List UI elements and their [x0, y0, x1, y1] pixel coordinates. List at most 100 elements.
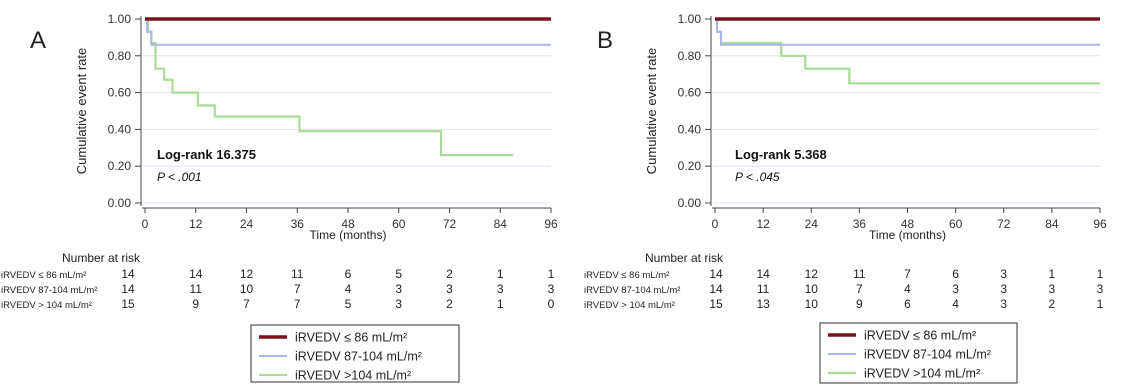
y-tick-label: 0.80 [108, 49, 132, 63]
x-tick-label: 24 [240, 217, 254, 231]
risk-count: 3 [1000, 267, 1007, 281]
x-tick-label: 24 [805, 217, 819, 231]
risk-count: 9 [856, 297, 863, 311]
risk-count: 3 [548, 282, 555, 296]
risk-count: 10 [805, 297, 819, 311]
series-line [145, 18, 551, 46]
risk-count: 12 [805, 267, 819, 281]
risk-count: 3 [395, 297, 402, 311]
p-value-annotation: P < .045 [735, 170, 780, 184]
risk-count: 1 [1097, 297, 1104, 311]
risk-count: 6 [904, 297, 911, 311]
y-tick-label: 1.00 [678, 12, 702, 26]
legend-label: iRVEDV ≤ 86 mL/m² [295, 331, 407, 345]
y-tick-label: 0.00 [108, 196, 132, 210]
y-tick-label: 0.60 [108, 86, 132, 100]
legend-label: iRVEDV >104 mL/m² [295, 369, 411, 383]
y-tick-label: 0.40 [108, 122, 132, 136]
risk-count: 12 [240, 267, 254, 281]
risk-count: 13 [756, 297, 770, 311]
risk-count: 1 [1097, 267, 1104, 281]
y-tick-label: 0.40 [678, 122, 702, 136]
y-tick-label: 0.20 [108, 159, 132, 173]
risk-count: 4 [345, 282, 352, 296]
series-line [715, 17, 1100, 85]
risk-row-label: iRVEDV 87-104 mL/m² [584, 285, 680, 296]
risk-count: 7 [904, 267, 911, 281]
legend-label: iRVEDV >104 mL/m² [864, 367, 980, 381]
risk-count: 14 [756, 267, 770, 281]
x-tick-label: 36 [291, 217, 305, 231]
risk-count: 10 [805, 282, 819, 296]
panel-b: B0.000.200.400.600.801.000 12 24 36 48 60 72 84… [584, 12, 1107, 384]
risk-count: 2 [1049, 297, 1056, 311]
risk-count: 6 [952, 267, 959, 281]
x-tick-label: 60 [392, 217, 406, 231]
risk-count: 14 [709, 267, 723, 281]
risk-count: 10 [240, 282, 254, 296]
risk-count: 3 [446, 282, 453, 296]
risk-table-title: Number at risk [62, 251, 141, 265]
x-tick-label: 0 [712, 217, 719, 231]
x-tick-label: 48 [901, 217, 915, 231]
x-tick-label: 84 [1045, 217, 1059, 231]
risk-count: 15 [121, 297, 135, 311]
risk-count: 4 [904, 282, 911, 296]
risk-row-label: iRVEDV > 104 mL/m² [584, 300, 675, 311]
risk-count: 11 [291, 267, 304, 281]
risk-count: 1 [497, 297, 504, 311]
risk-row-label: iRVEDV 87-104 mL/m² [1, 285, 97, 296]
risk-table-title: Number at risk [645, 251, 724, 265]
risk-count: 3 [395, 282, 402, 296]
risk-count: 11 [190, 282, 203, 296]
risk-count: 15 [709, 297, 723, 311]
x-tick-label: 72 [443, 217, 457, 231]
risk-count: 1 [548, 267, 555, 281]
risk-count: 3 [1097, 282, 1104, 296]
risk-count: 9 [192, 297, 199, 311]
panel-label: A [30, 27, 46, 54]
x-tick-label: 48 [341, 217, 355, 231]
risk-count: 14 [709, 282, 723, 296]
series-line [715, 18, 1100, 46]
risk-count: 3 [1000, 297, 1007, 311]
risk-row-label: iRVEDV ≤ 86 mL/m² [584, 270, 669, 281]
risk-count: 1 [1049, 267, 1056, 281]
x-axis-title: Time (months) [310, 228, 387, 242]
legend: iRVEDV ≤ 86 mL/m² iRVEDV 87-104 mL/m² iRVE… [250, 324, 460, 383]
y-tick-label: 0.80 [678, 49, 702, 63]
panel-label: B [597, 27, 613, 54]
y-axis-title: Cumulative event rate [74, 48, 89, 174]
risk-count: 7 [294, 282, 301, 296]
legend: iRVEDV ≤ 86 mL/m² iRVEDV 87-104 mL/m² iRVE… [819, 322, 1018, 384]
risk-row-label: iRVEDV ≤ 86 mL/m² [1, 270, 86, 281]
y-tick-label: 0.60 [678, 86, 702, 100]
risk-count: 3 [1049, 282, 1056, 296]
risk-count: 14 [121, 267, 135, 281]
series-line [145, 17, 513, 157]
y-tick-label: 0.20 [678, 159, 702, 173]
legend-label: iRVEDV ≤ 86 mL/m² [864, 329, 976, 343]
risk-count: 3 [1000, 282, 1007, 296]
risk-count: 11 [757, 282, 770, 296]
risk-count: 5 [395, 267, 402, 281]
panel-a: A0.000.200.400.600.801.000 12 24 36 48 60 72 84… [1, 12, 558, 383]
risk-count: 1 [497, 267, 504, 281]
risk-count: 14 [121, 282, 135, 296]
x-tick-label: 12 [756, 217, 770, 231]
risk-count: 4 [952, 297, 959, 311]
risk-count: 5 [345, 297, 352, 311]
risk-count: 7 [294, 297, 301, 311]
x-axis-title: Time (months) [869, 228, 946, 242]
x-tick-label: 84 [494, 217, 508, 231]
risk-count: 14 [189, 267, 203, 281]
risk-count: 2 [446, 267, 453, 281]
log-rank-annotation: Log-rank 16.375 [157, 147, 256, 162]
y-tick-label: 0.00 [678, 196, 702, 210]
risk-count: 2 [446, 297, 453, 311]
risk-row-label: iRVEDV > 104 mL/m² [1, 300, 92, 311]
x-tick-label: 96 [544, 217, 558, 231]
y-tick-label: 1.00 [108, 12, 132, 26]
